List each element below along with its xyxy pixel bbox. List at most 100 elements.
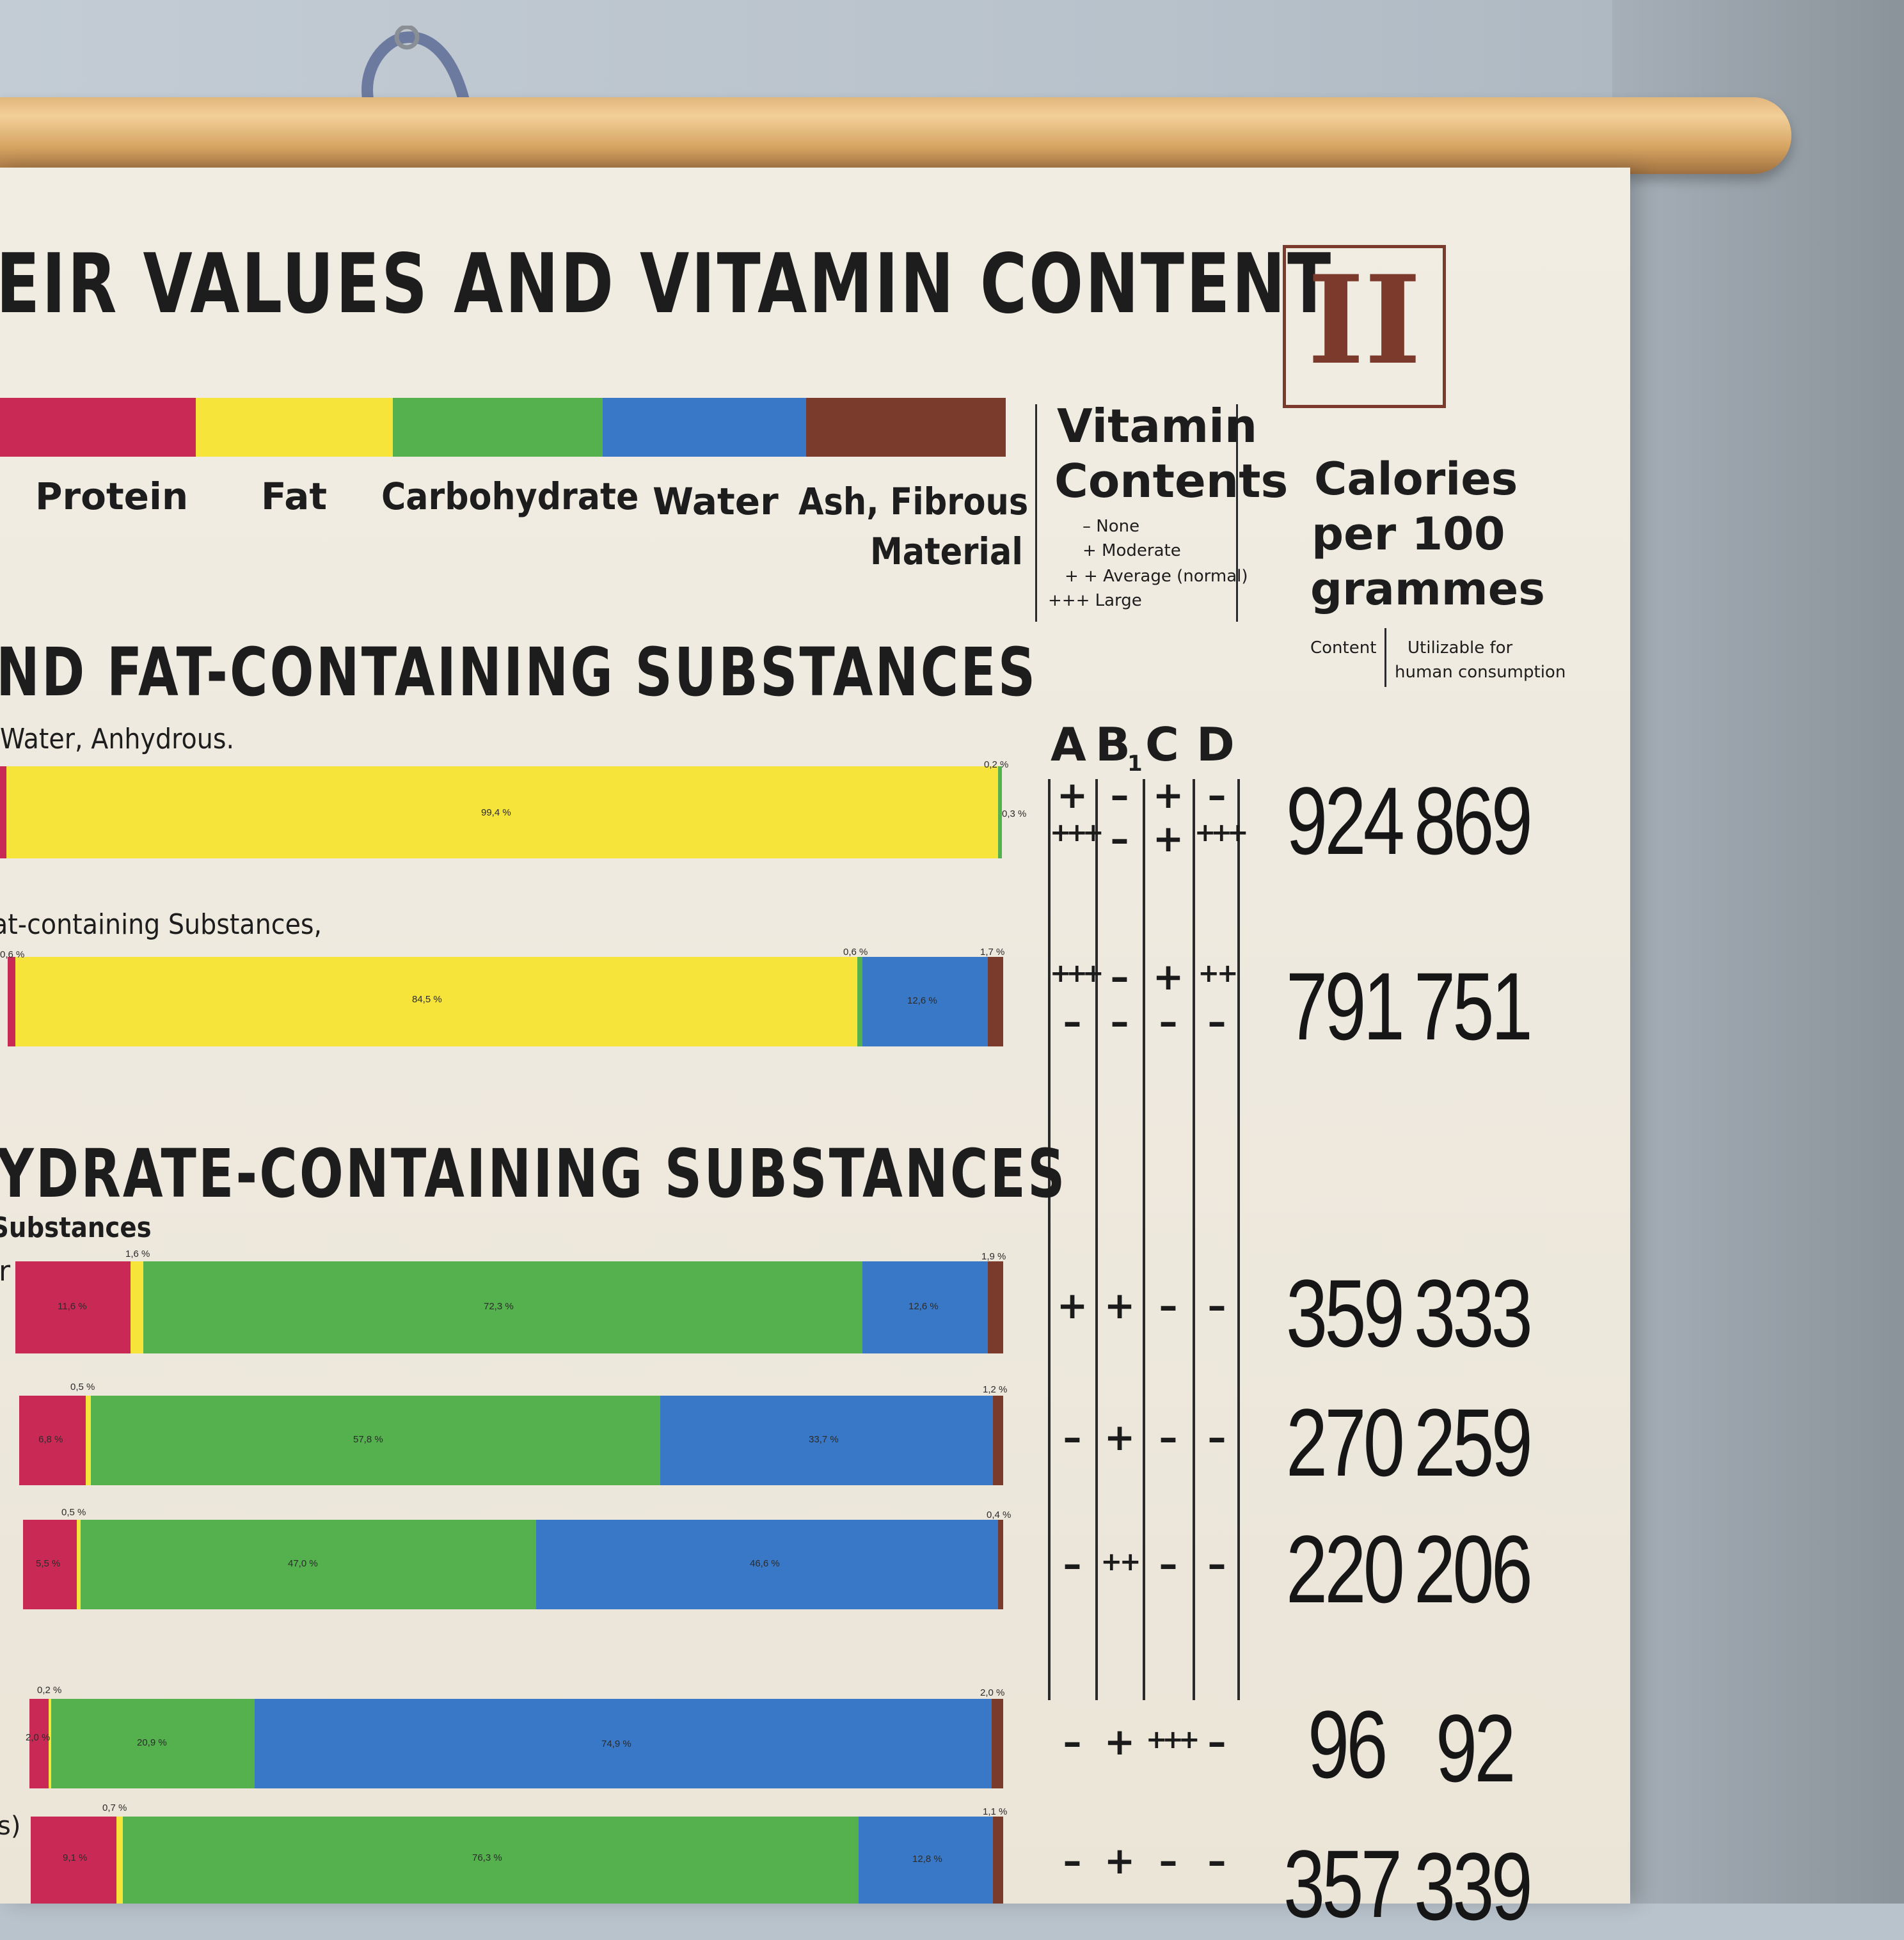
row3-fat-top-pct: 1,6 %	[125, 1249, 150, 1259]
row1-vit2-b: –	[1110, 817, 1129, 860]
wooden-rod	[0, 97, 1791, 174]
bar-ash	[998, 766, 1002, 858]
row4-vit-b: +	[1104, 1416, 1136, 1459]
bar-fat-pct: 99,4 %	[481, 807, 511, 818]
legend-water-swatch	[603, 398, 806, 457]
vitamin-letter-c: C	[1145, 718, 1179, 771]
calories-col-divider	[1384, 628, 1386, 687]
row5-vit-c: –	[1159, 1542, 1178, 1586]
section2-row-fragment-s: s)	[0, 1811, 21, 1841]
row6-vit-a: –	[1063, 1720, 1082, 1763]
section1-label-b: at-containing Substances,	[0, 908, 322, 941]
legend-ash-label-line2: Material	[870, 530, 1023, 573]
bar-protein	[8, 957, 15, 1046]
section1-heading: ND FAT-CONTAINING SUBSTANCES	[0, 633, 1038, 711]
row3-vit-d: –	[1207, 1284, 1226, 1327]
bar-protein	[0, 766, 6, 858]
row4-fat-top-pct: 0,5 %	[70, 1382, 95, 1392]
vitamin-key-average: + + Average (normal)	[1065, 567, 1248, 586]
row4-calories: 270	[1286, 1389, 1405, 1496]
bar-carbohydrate	[81, 1520, 536, 1609]
bar-ash	[988, 957, 1003, 1046]
row1-vit-a: +	[1056, 773, 1088, 817]
row1-vit-c: +	[1152, 773, 1184, 817]
row7-vit-d: –	[1207, 1839, 1226, 1882]
bar-water	[862, 1261, 988, 1353]
bar-fat	[49, 1699, 51, 1788]
row1-vit-d: –	[1207, 773, 1226, 817]
row1-vit2-c: +	[1152, 817, 1184, 860]
composition-bar-row1: 99,4 %	[0, 766, 1002, 858]
bar-carbohydrate-pct: 47,0 %	[288, 1558, 318, 1569]
bar-fat	[77, 1520, 81, 1609]
composition-bar-row3: 11,6 % 72,3 % 12,6 %	[15, 1261, 1003, 1353]
bar-protein	[23, 1520, 77, 1609]
row6-vit-c: +++	[1146, 1725, 1200, 1755]
plate-numeral: II	[1307, 249, 1422, 391]
row2-vit-b: –	[1110, 955, 1129, 998]
row7-calories: 357	[1283, 1830, 1402, 1937]
bar-carbohydrate	[857, 957, 862, 1046]
vitamin-grid-line-2	[1095, 779, 1098, 1700]
row6-ash-top-pct: 2,0 %	[980, 1687, 1005, 1698]
row1-vit2-a: +++	[1050, 818, 1104, 848]
vitamin-header-title2: Contents	[1054, 454, 1289, 508]
row6-vit-b: +	[1104, 1720, 1136, 1763]
row7-fat-top-pct: 0,7 %	[102, 1802, 127, 1813]
row7-vit-b: +	[1104, 1839, 1136, 1882]
legend-protein-swatch	[0, 398, 196, 457]
bar-carbohydrate	[123, 1817, 859, 1904]
wall-chart-poster: EIR VALUES AND VITAMIN CONTENT II Protei…	[0, 168, 1630, 1934]
legend-carbohydrate-label: Carbohydrate	[381, 475, 639, 518]
calories-header-line3: grammes	[1310, 563, 1545, 615]
row4-calories-utilizable: 259	[1414, 1389, 1533, 1496]
bar-water	[859, 1817, 993, 1904]
row2-protein-pct: 0,6 %	[0, 949, 25, 960]
composition-bar-row4: 6,8 % 57,8 % 33,7 %	[19, 1396, 1003, 1485]
row1-vit2-d: +++	[1194, 818, 1249, 848]
row4-vit-d: –	[1207, 1416, 1226, 1459]
row3-ash-top-pct: 1,9 %	[981, 1251, 1006, 1262]
row3-calories: 359	[1286, 1259, 1405, 1367]
row1-carb-side-pct: 0,3 %	[1002, 808, 1027, 819]
row7-ash-top-pct: 1,1 %	[983, 1806, 1008, 1817]
legend-bar	[0, 398, 1006, 457]
bar-fat-pct: 84,5 %	[412, 994, 442, 1005]
bar-protein	[29, 1699, 49, 1788]
row1-calories: 924	[1286, 767, 1405, 874]
section2-label-a: Substances	[0, 1211, 152, 1244]
calories-col-utilizable2: human consumption	[1395, 663, 1566, 682]
vitamin-key-large: +++ Large	[1048, 591, 1142, 610]
row7-calories-utilizable: 339	[1414, 1833, 1533, 1940]
vitamin-grid-line-3	[1143, 779, 1145, 1700]
row2-fat-top-pct: 0,6 %	[843, 947, 868, 958]
vitamin-letter-a: A	[1051, 718, 1086, 771]
section1-label-a: Water, Anhydrous.	[0, 723, 235, 755]
legend-protein-label: Protein	[35, 475, 189, 518]
row1-fat-top-pct: 0,2 %	[984, 759, 1009, 770]
calories-col-utilizable1: Utilizable for	[1408, 638, 1513, 658]
bar-fat	[6, 766, 998, 858]
bar-water-pct: 12,6 %	[908, 1301, 939, 1312]
row3-vit-a: +	[1056, 1284, 1088, 1327]
calories-header-line1: Calories	[1314, 453, 1518, 505]
row1-calories-utilizable: 869	[1414, 767, 1533, 874]
vitamin-header-left-rule	[1035, 404, 1037, 622]
legend-fat-swatch	[196, 398, 393, 457]
legend-fat-label: Fat	[261, 475, 328, 518]
bar-protein-pct: 9,1 %	[63, 1852, 88, 1863]
row7-vit-c: –	[1159, 1839, 1178, 1882]
composition-bar-row2: 84,5 % 12,6 %	[8, 957, 1003, 1046]
row6-calories: 96	[1308, 1691, 1388, 1798]
row4-vit-a: –	[1063, 1416, 1082, 1459]
bar-protein	[31, 1817, 116, 1904]
bar-protein-pct: 11,6 %	[58, 1301, 87, 1312]
bar-ash	[993, 1396, 1003, 1485]
bar-water-pct: 12,8 %	[912, 1854, 942, 1865]
row5-vit-a: –	[1063, 1542, 1082, 1586]
row4-ash-top-pct: 1,2 %	[983, 1384, 1008, 1395]
section2-row-fragment-r: r	[0, 1255, 11, 1288]
legend-water-label: Water	[653, 480, 779, 523]
bar-ash	[998, 1520, 1003, 1609]
row6-calories-utilizable: 92	[1436, 1694, 1516, 1802]
